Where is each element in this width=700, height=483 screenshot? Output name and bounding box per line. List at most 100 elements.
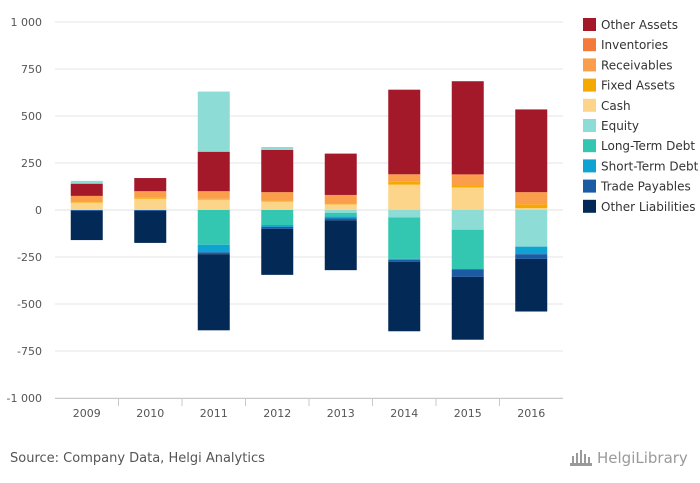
legend: Other Assets Inventories Receivables Fixed …	[583, 18, 699, 214]
bar-trade-payables-2013	[324, 218, 357, 221]
grid-lines	[55, 21, 563, 399]
y-tick-label: 500	[21, 110, 42, 123]
legend-label: Receivables	[601, 58, 673, 72]
bar-other-liabilities-2016	[515, 258, 548, 312]
bar-other-liabilities-2010	[134, 210, 167, 243]
bar-receivables-2013	[324, 194, 357, 204]
y-tick-label: 250	[21, 157, 42, 170]
bar-equity-2016	[515, 210, 548, 247]
bar-fixed-assets-2016	[515, 204, 548, 209]
bar-receivables-2011	[197, 191, 230, 199]
bar-trade-payables-2014	[388, 259, 421, 262]
bar-fixed-assets-2014	[388, 181, 421, 185]
logo-text: HelgiLibrary	[597, 449, 688, 467]
bar-other-liabilities-2009	[70, 210, 103, 241]
bar-other-assets-2011	[197, 151, 230, 192]
x-tick-label: 2016	[517, 407, 545, 420]
bar-equity-2013	[324, 210, 357, 213]
bar-trade-payables-2012	[261, 226, 294, 229]
legend-swatch	[583, 199, 596, 213]
bar-receivables-2014	[388, 174, 421, 182]
helgi-library-logo: HelgiLibrary	[570, 449, 688, 467]
bar-equity-2009	[70, 180, 103, 184]
bar-other-liabilities-2011	[197, 254, 230, 331]
x-tick-label: 2011	[200, 407, 228, 420]
bar-short-term-debt-2011	[197, 244, 230, 253]
bar-other-assets-2015	[451, 81, 484, 175]
bar-fixed-assets-2010	[134, 197, 167, 199]
bar-trade-payables-2015	[451, 269, 484, 277]
bar-trade-payables-2016	[515, 254, 548, 259]
bar-fixed-assets-2011	[197, 198, 230, 200]
legend-swatch	[583, 139, 596, 153]
bar-receivables-2016	[515, 192, 548, 205]
bar-long-term-debt-2015	[451, 229, 484, 270]
bar-long-term-debt-2011	[197, 210, 230, 245]
legend-swatch	[583, 78, 596, 92]
legend-label: Other Assets	[601, 18, 678, 32]
library-building-icon	[570, 450, 592, 466]
bar-equity-2012	[261, 147, 294, 150]
y-tick-label: -1 000	[7, 392, 42, 405]
x-tick-label: 2013	[327, 407, 355, 420]
bar-other-assets-2010	[134, 178, 167, 192]
bar-cash-2009	[70, 202, 103, 210]
bar-receivables-2009	[70, 195, 103, 202]
bar-other-liabilities-2014	[388, 261, 421, 332]
bar-other-liabilities-2012	[261, 228, 294, 275]
bar-equity-2014	[388, 210, 421, 218]
y-tick-label: 0	[35, 204, 42, 217]
bar-receivables-2012	[261, 192, 294, 201]
bar-short-term-debt-2014	[388, 258, 421, 260]
x-tick-label: 2009	[73, 407, 101, 420]
bar-long-term-debt-2013	[324, 212, 357, 217]
bar-receivables-2010	[134, 191, 167, 198]
bar-other-liabilities-2013	[324, 220, 357, 271]
bar-inventories-2015	[451, 174, 484, 176]
bar-equity-2011	[197, 91, 230, 152]
legend-swatch	[583, 119, 596, 132]
bar-other-assets-2016	[515, 109, 548, 193]
y-tick-label: -250	[17, 251, 42, 264]
x-tick-label: 2012	[263, 407, 291, 420]
legend-swatch	[583, 179, 596, 193]
legend-label: Equity	[601, 119, 639, 133]
bar-fixed-assets-2012	[261, 200, 294, 202]
source-note: Source: Company Data, Helgi Analytics	[10, 451, 265, 466]
legend-swatch	[583, 98, 596, 112]
bar-trade-payables-2009	[70, 210, 103, 211]
y-axis: 1 000 750 500 250 0 -250 -500 -750 -1 000	[7, 16, 42, 405]
bar-cash-2013	[324, 204, 357, 210]
x-axis: 2009 2010 2011 2012 2013 2014 2015 2016	[55, 398, 563, 420]
bar-other-assets-2009	[70, 183, 103, 196]
bar-long-term-debt-2012	[261, 210, 294, 226]
bar-trade-payables-2010	[134, 210, 167, 211]
legend-swatch	[583, 159, 596, 173]
y-tick-label: -750	[17, 345, 42, 358]
bar-equity-2015	[451, 210, 484, 230]
legend-swatch	[583, 38, 596, 52]
bar-cash-2016	[515, 208, 548, 210]
bar-receivables-2015	[451, 175, 484, 186]
legend-label: Short-Term Debt	[601, 159, 699, 173]
bar-short-term-debt-2016	[515, 246, 548, 255]
legend-swatch	[583, 18, 596, 31]
legend-label: Fixed Assets	[601, 79, 675, 93]
bars	[70, 81, 548, 340]
bar-other-liabilities-2015	[451, 276, 484, 340]
bar-short-term-debt-2013	[324, 216, 357, 219]
bar-fixed-assets-2015	[451, 185, 484, 188]
bar-fixed-assets-2013	[324, 203, 357, 205]
bar-other-assets-2013	[324, 153, 357, 195]
bar-cash-2012	[261, 201, 294, 210]
bar-other-assets-2014	[388, 89, 421, 175]
y-tick-label: 750	[21, 63, 42, 76]
legend-label: Trade Payables	[600, 180, 691, 194]
bar-cash-2010	[134, 198, 167, 210]
legend-label: Other Liabilities	[601, 200, 696, 214]
bar-cash-2014	[388, 184, 421, 210]
bar-fixed-assets-2009	[70, 201, 103, 203]
legend-label: Inventories	[601, 38, 668, 52]
bar-other-assets-2012	[261, 149, 294, 193]
